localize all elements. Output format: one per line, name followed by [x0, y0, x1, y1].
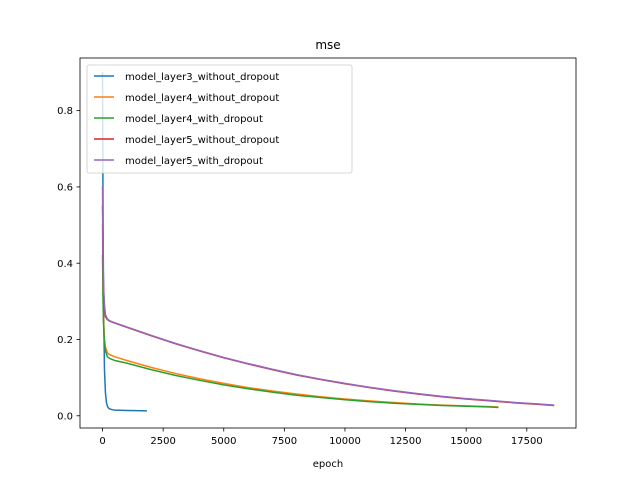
x-tick-label: 2500	[150, 436, 175, 447]
y-tick-label: 0.0	[57, 411, 73, 422]
plot-area: 0 2500 5000 7500 10000 12500 15000 17500 0.0 0.2…	[57, 57, 577, 470]
series-line-5	[101, 186, 555, 406]
axes-frame	[79, 57, 577, 429]
x-tick-label: 10000	[329, 436, 361, 447]
y-tick-label: 0.8	[57, 106, 73, 117]
series-line-3	[101, 254, 499, 409]
legend-label: model_layer3_without_dropout	[125, 72, 279, 83]
y-axis: 0.0 0.2 0.4 0.6 0.8	[57, 106, 80, 422]
y-tick-label: 0.2	[57, 335, 73, 346]
legend: model_layer3_without_dropout model_layer4…	[86, 64, 353, 174]
legend-label: model_layer5_with_dropout	[125, 156, 263, 167]
x-tick-label: 15000	[450, 436, 482, 447]
legend-box	[86, 64, 353, 174]
series-layer	[101, 71, 555, 412]
legend-label: model_layer4_with_dropout	[125, 114, 263, 125]
x-tick-label: 17500	[511, 436, 543, 447]
x-axis-label: epoch	[313, 459, 343, 470]
legend-label: model_layer4_without_dropout	[125, 93, 279, 104]
y-tick-label: 0.6	[57, 183, 73, 194]
legend-label: model_layer5_without_dropout	[125, 135, 279, 146]
x-tick-label: 0	[99, 436, 105, 447]
y-tick-label: 0.4	[57, 259, 73, 270]
x-tick-label: 12500	[390, 436, 422, 447]
x-axis: 0 2500 5000 7500 10000 12500 15000 17500	[99, 428, 543, 447]
x-tick-label: 7500	[272, 436, 297, 447]
x-tick-label: 5000	[211, 436, 236, 447]
chart-title: mse	[315, 38, 340, 52]
